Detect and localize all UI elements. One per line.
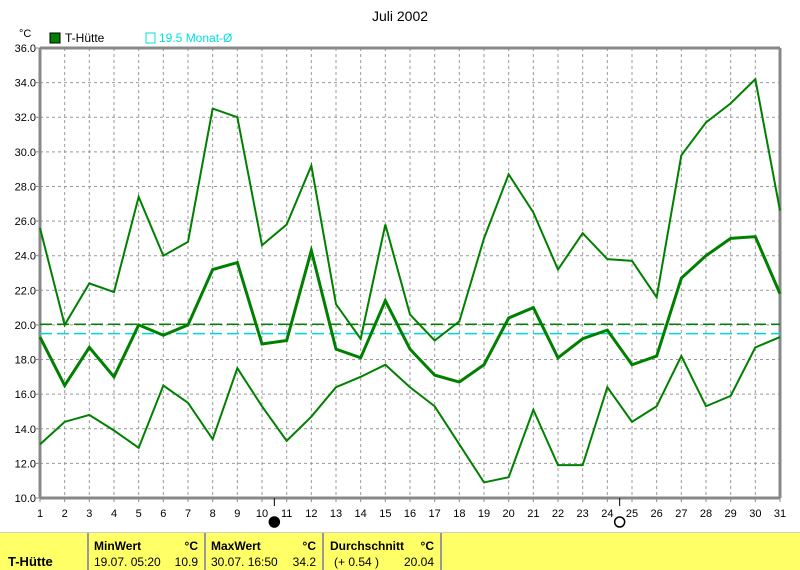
y-axis-unit: °C <box>19 28 31 40</box>
max-label: MaxWert <box>211 539 261 553</box>
x-tick-label: 24 <box>601 508 613 520</box>
max-value: 34.2 <box>292 555 316 569</box>
temperature-chart: Juli 2002°C T-Hütte 19.5 Monat-Ø10.012.014… <box>15 8 786 528</box>
series-cell: T-Hütte <box>0 533 89 570</box>
x-tick-label: 17 <box>429 508 441 520</box>
legend-swatch-t-huette <box>49 32 61 44</box>
x-tick-label: 9 <box>234 508 240 520</box>
y-tick-label: 36.0 <box>15 43 36 55</box>
x-tick-label: 18 <box>453 508 465 520</box>
y-tick-label: 26.0 <box>15 216 36 228</box>
max-cell: MaxWert °C 30.07. 16:50 34.2 <box>206 533 324 570</box>
stats-table: T-Hütte MinWert °C 19.07. 05:20 10.9 Max… <box>0 532 800 570</box>
x-tick-label: 27 <box>675 508 687 520</box>
y-tick-label: 24.0 <box>15 251 36 263</box>
x-tick-label: 5 <box>136 508 142 520</box>
y-tick-label: 22.0 <box>15 285 36 297</box>
y-tick-label: 10.0 <box>15 493 36 505</box>
x-tick-label: 23 <box>577 508 589 520</box>
x-tick-label: 19 <box>478 508 490 520</box>
x-tick-label: 12 <box>305 508 317 520</box>
x-tick-label: 31 <box>774 508 786 520</box>
min-time: 19.07. 05:20 <box>94 555 161 569</box>
x-tick-label: 30 <box>749 508 761 520</box>
y-tick-label: 34.0 <box>15 78 36 90</box>
x-tick-label: 7 <box>185 508 191 520</box>
max-unit: °C <box>302 539 316 553</box>
x-tick-label: 20 <box>503 508 515 520</box>
y-tick-label: 30.0 <box>15 147 36 159</box>
min-unit: °C <box>184 539 198 553</box>
x-tick-label: 1 <box>37 508 43 520</box>
x-tick-label: 16 <box>404 508 416 520</box>
x-tick-label: 11 <box>281 508 292 520</box>
y-tick-label: 14.0 <box>15 424 36 436</box>
y-tick-label: 32.0 <box>15 112 36 124</box>
x-tick-label: 6 <box>160 508 166 520</box>
min-label: MinWert <box>94 539 142 553</box>
chart-title: Juli 2002 <box>372 8 428 24</box>
min-value: 10.9 <box>174 555 198 569</box>
x-tick-label: 10 <box>256 508 268 520</box>
avg-value: 20.04 <box>403 555 434 569</box>
new-moon-icon <box>613 516 626 528</box>
x-tick-label: 15 <box>379 508 391 520</box>
legend-swatch-monat <box>145 32 156 44</box>
avg-delta: (+ 0.54 ) <box>334 555 380 569</box>
x-tick-label: 25 <box>626 508 638 520</box>
max-time: 30.07. 16:50 <box>211 555 278 569</box>
series-line-max <box>39 77 781 342</box>
x-tick-label: 14 <box>355 508 367 520</box>
y-tick-label: 16.0 <box>15 389 36 401</box>
x-tick-label: 2 <box>62 508 68 520</box>
legend-t-huette: T-Hütte <box>65 31 105 45</box>
x-tick-label: 8 <box>210 508 216 520</box>
x-tick-label: 29 <box>725 508 737 520</box>
avg-unit: °C <box>420 539 434 553</box>
series-name: T-Hütte <box>8 554 53 569</box>
y-tick-label: 18.0 <box>15 355 36 367</box>
series-line-min <box>39 336 781 484</box>
x-tick-label: 3 <box>86 508 92 520</box>
y-tick-label: 12.0 <box>15 458 36 470</box>
x-tick-label: 4 <box>111 508 117 520</box>
x-tick-label: 22 <box>552 508 564 520</box>
x-tick-label: 21 <box>527 508 539 520</box>
avg-label: Durchschnitt <box>330 539 405 553</box>
min-cell: MinWert °C 19.07. 05:20 10.9 <box>89 533 206 570</box>
legend-monat: 19.5 Monat-Ø <box>159 31 232 45</box>
full-moon-icon <box>268 516 281 528</box>
series-line-mean <box>38 235 782 389</box>
x-tick-label: 26 <box>651 508 663 520</box>
avg-cell: Durchschnitt °C (+ 0.54 ) 20.04 <box>324 533 442 570</box>
y-tick-label: 20.0 <box>15 320 36 332</box>
x-tick-label: 13 <box>330 508 342 520</box>
y-tick-label: 28.0 <box>15 181 36 193</box>
x-tick-label: 28 <box>700 508 712 520</box>
